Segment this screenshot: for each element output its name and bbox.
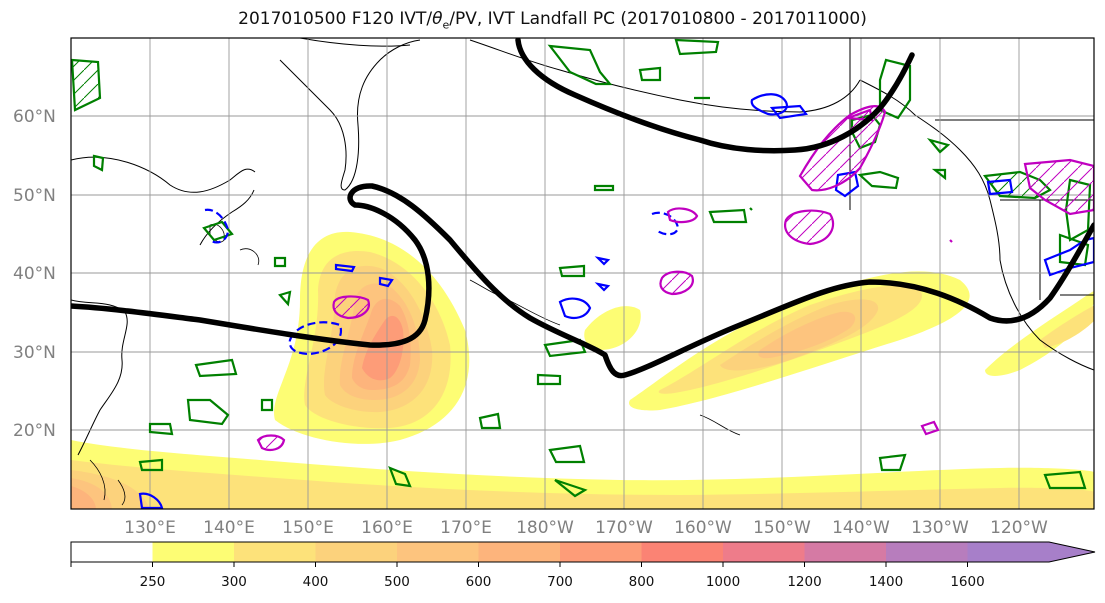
lat-label: 50°N <box>13 186 56 206</box>
colorbar-tick-label: 250 <box>140 574 166 590</box>
colorbar-ticks <box>71 562 968 567</box>
colorbar-tick-label: 1200 <box>787 574 821 590</box>
lat-label: 40°N <box>13 264 56 284</box>
map-area <box>71 38 1097 509</box>
colorbar-segment <box>886 542 968 562</box>
colorbar-tick-label: 600 <box>466 574 492 590</box>
lat-label: 30°N <box>13 343 56 363</box>
lon-label: 170°E <box>440 518 492 538</box>
colorbar-segment <box>153 542 235 562</box>
lat-label: 60°N <box>13 107 56 127</box>
colorbar-segment <box>805 542 887 562</box>
colorbar-segments <box>71 542 1095 562</box>
lon-label: 160°W <box>674 518 732 538</box>
colorbar-segment <box>234 542 316 562</box>
lon-label: 180°W <box>516 518 574 538</box>
colorbar: 250 300 400 500 600 700 800 1000 1200 1400 1600 <box>71 542 1095 590</box>
colorbar-tick-label: 400 <box>303 574 329 590</box>
lon-label: 120°W <box>990 518 1048 538</box>
lat-label: 20°N <box>13 421 56 441</box>
colorbar-tick-label: 500 <box>384 574 410 590</box>
lon-label: 150°E <box>282 518 334 538</box>
lon-label: 150°W <box>753 518 811 538</box>
colorbar-tick-label: 700 <box>547 574 573 590</box>
colorbar-tick-label: 300 <box>221 574 247 590</box>
colorbar-segment <box>71 542 153 562</box>
colorbar-segment <box>560 542 642 562</box>
colorbar-segment <box>316 542 398 562</box>
lon-label: 160°E <box>361 518 413 538</box>
colorbar-tick-label: 1400 <box>869 574 903 590</box>
latitude-labels: 60°N 50°N 40°N 30°N 20°N <box>13 107 56 441</box>
colorbar-tick-labels: 250 300 400 500 600 700 800 1000 1200 1400 1600 <box>140 574 985 590</box>
colorbar-segment <box>397 542 479 562</box>
colorbar-segment <box>642 542 724 562</box>
lon-label: 130°E <box>124 518 176 538</box>
colorbar-tick-label: 800 <box>629 574 655 590</box>
colorbar-segment <box>479 542 561 562</box>
colorbar-tick-label: 1600 <box>950 574 984 590</box>
colorbar-tick-label: 1000 <box>706 574 740 590</box>
colorbar-segment <box>723 542 805 562</box>
lon-label: 170°W <box>595 518 653 538</box>
lon-label: 130°W <box>911 518 969 538</box>
lon-label: 140°W <box>832 518 890 538</box>
lon-label: 140°E <box>203 518 255 538</box>
colorbar-extend-arrow <box>968 542 1096 562</box>
longitude-labels: 130°E 140°E 150°E 160°E 170°E 180°W 170°… <box>124 518 1048 538</box>
